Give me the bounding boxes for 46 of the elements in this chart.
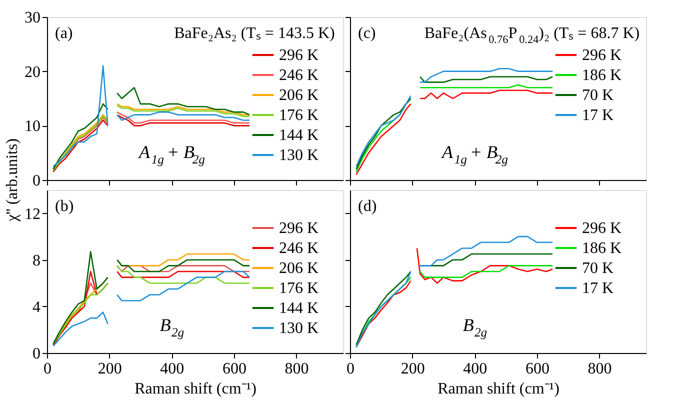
x-tick-label: 200 — [400, 360, 425, 378]
legend-label: 186 K — [582, 67, 622, 84]
x-tick-label: 0 — [346, 360, 354, 378]
legend-label: 176 K — [279, 280, 319, 297]
y-tick-label: 0 — [32, 172, 40, 190]
legend-label: 70 K — [582, 260, 614, 277]
legend-label: 296 K — [279, 220, 319, 237]
legend-label: 186 K — [582, 240, 622, 257]
x-tick-label: 800 — [588, 360, 612, 378]
legend-label: 70 K — [582, 87, 614, 104]
text: 246 K — [279, 240, 319, 257]
legend-label: 246 K — [279, 67, 319, 84]
legend-label: 17 K — [582, 280, 614, 297]
y-axis-title: χ'' (arb.units) — [4, 138, 21, 223]
y-tick-label: 30 — [24, 10, 40, 26]
x-axis-title: Raman shift (cm⁻¹) — [438, 380, 560, 398]
text: BaFe₂As₂ (Tₛ = 143.5 K) — [174, 25, 335, 42]
series-label: 206 K — [279, 260, 319, 277]
x-axis-title: Raman shift (cm⁻¹) — [134, 380, 256, 398]
legend-label: 296 K — [279, 47, 319, 64]
y-tick-label: 20 — [24, 64, 40, 81]
x-tick-label: 800 — [284, 360, 309, 378]
legend-label: 130 K — [279, 147, 319, 164]
legend-label: 206 K — [279, 87, 319, 104]
legend-label: 144 K — [279, 300, 319, 317]
legend-label: 296 K — [582, 47, 622, 64]
x-tick-label: 400 — [463, 360, 488, 378]
annotation: (c) — [358, 25, 376, 42]
x-tick-label: 200 — [98, 360, 122, 378]
annotation: (b) — [55, 198, 74, 215]
legend-label: 130 K — [279, 320, 319, 337]
y-tick-label: 8 — [32, 252, 40, 270]
x-tick-label: 600 — [525, 360, 550, 378]
x-tick-label: 0 — [44, 360, 52, 378]
legend-label: 144 K — [279, 127, 319, 144]
y-tick-label: 10 — [24, 118, 40, 136]
annotation: (d) — [358, 198, 377, 215]
y-tick-label: 12 — [24, 206, 40, 223]
x-tick-label: 400 — [160, 360, 184, 378]
legend-label: 17 K — [582, 107, 614, 124]
y-tick-label: 0 — [32, 346, 40, 362]
x-tick-label: 600 — [222, 360, 246, 378]
legend-label: 296 K — [582, 220, 622, 237]
y-tick-label: 4 — [32, 298, 40, 316]
annotation: (a) — [55, 25, 73, 42]
legend-label: 176 K — [279, 107, 319, 124]
